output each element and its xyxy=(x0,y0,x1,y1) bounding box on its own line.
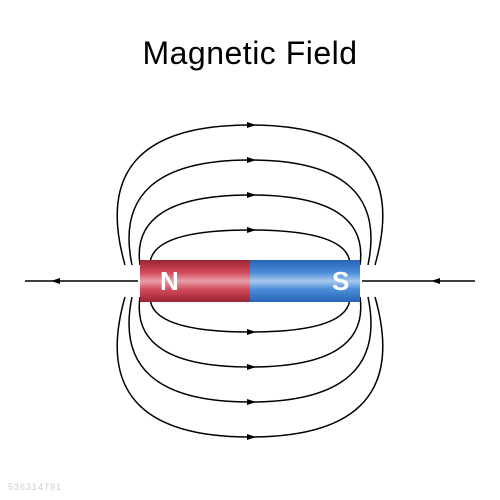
north-label: N xyxy=(160,266,179,296)
magnetic-field-diagram: N S xyxy=(0,85,500,465)
watermark: 536314791 xyxy=(8,482,62,492)
north-pole xyxy=(140,260,250,302)
bar-magnet: N S xyxy=(140,260,360,302)
diagram-title: Magnetic Field xyxy=(0,35,500,72)
south-label: S xyxy=(332,266,349,296)
